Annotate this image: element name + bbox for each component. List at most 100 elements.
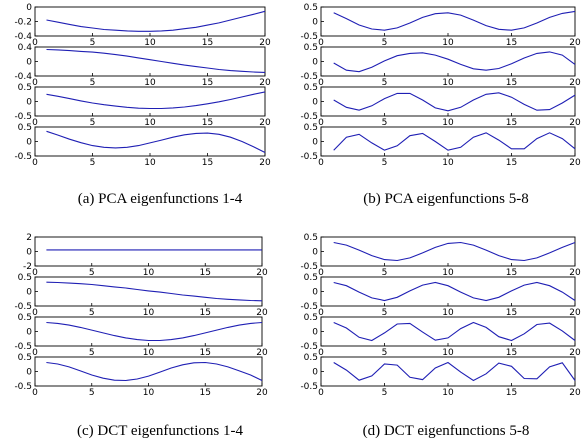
x-tick-label: 20: [569, 348, 581, 358]
y-tick-label: -0.4: [14, 32, 32, 42]
y-tick-label: -2: [23, 262, 32, 272]
y-tick-label: -0.5: [14, 112, 32, 122]
x-tick-label: 10: [143, 268, 155, 278]
x-tick-label: 5: [90, 78, 96, 88]
panel-b: 0.50-0.50 5 10 15 200.50-0.50 5 10 15 200.50-0.5…: [300, 3, 581, 168]
x-tick-label: 0: [32, 78, 38, 88]
x-tick-label: 20: [569, 158, 581, 168]
series-line-d-4: [333, 361, 576, 382]
series-line-a-3: [46, 91, 266, 110]
x-tick-label: 0: [32, 38, 38, 48]
caption-a: (a) PCA eigenfunctions 1-4: [78, 191, 243, 207]
y-tick-label: 0.5: [18, 123, 32, 133]
y-tick-label: 0: [312, 288, 318, 298]
y-tick-label: 0.5: [18, 273, 32, 283]
y-tick-label: -0.4: [14, 72, 32, 82]
x-tick-label: 15: [506, 308, 517, 318]
y-tick-label: 0: [312, 18, 318, 28]
subplot-c-4: 0.50-0.50 5 10 15 20: [14, 353, 268, 398]
y-tick-label: 0: [26, 248, 32, 258]
subplot-d-2: 0.50-0.50 5 10 15 20: [300, 273, 581, 318]
x-tick-label: 5: [382, 38, 388, 48]
x-tick-label: 10: [442, 78, 454, 88]
y-tick-label: 0.5: [304, 313, 318, 323]
y-tick-label: 0: [26, 58, 32, 68]
x-tick-label: 15: [200, 348, 211, 358]
x-tick-label: 10: [442, 268, 454, 278]
x-tick-label: 20: [569, 118, 581, 128]
x-tick-label: 5: [89, 348, 95, 358]
x-tick-label: 20: [259, 78, 271, 88]
y-tick-label: 0.5: [18, 83, 32, 93]
x-tick-label: 5: [89, 268, 95, 278]
y-tick-label: 0: [26, 328, 32, 338]
series-line-c-2: [46, 281, 263, 302]
y-tick-label: -0.5: [300, 152, 318, 162]
x-tick-label: 5: [382, 118, 388, 128]
x-tick-label: 5: [89, 388, 95, 398]
panel-c: 20-20 5 10 15 200.50-0.50 5 10 15 200.50-0.50 5 10…: [14, 233, 268, 398]
subplot-b-3: 0.50-0.50 5 10 15 20: [300, 83, 581, 128]
subplot-d-1: 0.50-0.50 5 10 15 20: [300, 233, 581, 278]
x-tick-label: 15: [202, 158, 213, 168]
x-tick-label: 10: [143, 348, 155, 358]
x-tick-label: 0: [32, 158, 38, 168]
series-line-c-4: [46, 361, 263, 382]
x-tick-label: 20: [259, 118, 271, 128]
x-tick-label: 5: [382, 308, 388, 318]
y-tick-label: -0.5: [14, 382, 32, 392]
y-tick-label: 0.5: [304, 233, 318, 243]
y-tick-label: -0.2: [14, 18, 32, 28]
axes-box: [320, 126, 576, 157]
x-tick-label: 15: [506, 268, 517, 278]
x-tick-label: 10: [442, 388, 454, 398]
subplot-b-4: 0.50-0.50 5 10 15 20: [300, 123, 581, 168]
x-tick-label: 15: [506, 388, 517, 398]
axes-box: [320, 6, 576, 37]
x-tick-label: 10: [442, 118, 454, 128]
axes-box: [320, 46, 576, 77]
subplot-a-1: 0-0.2-0.40 5 10 15 20: [14, 3, 271, 48]
series-line-b-1: [333, 10, 576, 31]
y-tick-label: -0.5: [300, 72, 318, 82]
x-tick-label: 5: [382, 268, 388, 278]
y-tick-label: 0.5: [304, 43, 318, 53]
series-line-d-1: [333, 241, 576, 262]
y-tick-label: 0: [312, 248, 318, 258]
x-tick-label: 20: [256, 268, 268, 278]
x-tick-label: 0: [318, 268, 324, 278]
subplot-a-4: 0.50-0.50 5 10 15 20: [14, 123, 271, 168]
y-tick-label: 0: [312, 368, 318, 378]
subplot-a-3: 0.50-0.50 5 10 15 20: [14, 83, 271, 128]
subplot-c-3: 0.50-0.50 5 10 15 20: [14, 313, 268, 358]
series-line-b-3: [333, 92, 576, 112]
caption-d: (d) DCT eigenfunctions 5-8: [363, 423, 530, 439]
x-tick-label: 0: [318, 78, 324, 88]
x-tick-label: 20: [259, 38, 271, 48]
y-tick-label: 0.5: [304, 353, 318, 363]
x-tick-label: 15: [200, 308, 211, 318]
subplot-d-4: 0.50-0.50 5 10 15 20: [300, 353, 581, 398]
y-tick-label: -0.5: [14, 302, 32, 312]
x-tick-label: 15: [506, 38, 517, 48]
x-tick-label: 10: [144, 78, 156, 88]
y-tick-label: 0.5: [304, 83, 318, 93]
y-tick-label: 0: [312, 138, 318, 148]
y-tick-label: -0.5: [14, 342, 32, 352]
series-line-a-4: [46, 130, 266, 153]
axes-box: [34, 46, 266, 77]
x-tick-label: 10: [442, 38, 454, 48]
axes-box: [34, 316, 263, 347]
x-tick-label: 10: [143, 308, 155, 318]
x-tick-label: 20: [569, 38, 581, 48]
axes-box: [320, 86, 576, 117]
x-tick-label: 5: [382, 78, 388, 88]
x-tick-label: 5: [89, 308, 95, 318]
x-tick-label: 10: [442, 158, 454, 168]
x-tick-label: 10: [143, 388, 155, 398]
y-tick-label: 0.5: [304, 273, 318, 283]
y-tick-label: 0: [26, 3, 32, 13]
x-tick-label: 10: [144, 38, 156, 48]
subplot-c-1: 20-20 5 10 15 20: [23, 233, 268, 278]
x-tick-label: 20: [569, 268, 581, 278]
